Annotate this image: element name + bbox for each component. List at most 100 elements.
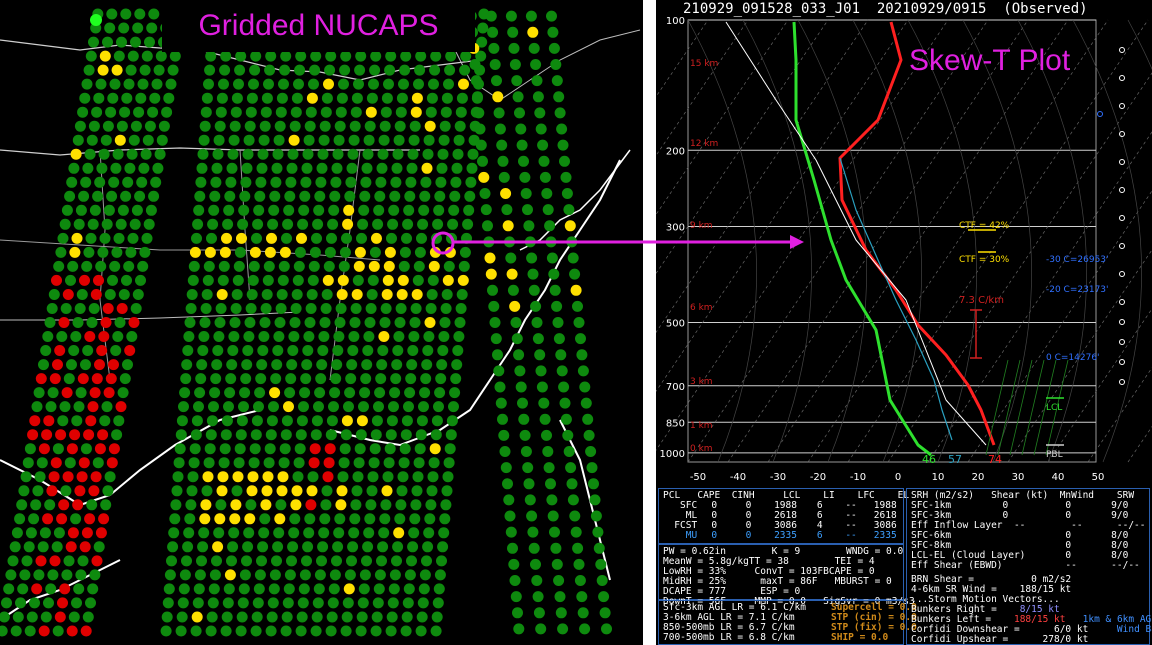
nucaps-point[interactable] — [164, 569, 176, 581]
nucaps-point[interactable] — [250, 429, 262, 441]
nucaps-point[interactable] — [248, 260, 260, 272]
nucaps-point[interactable] — [428, 260, 440, 272]
nucaps-point[interactable] — [313, 401, 324, 413]
nucaps-point[interactable] — [368, 78, 379, 90]
nucaps-point[interactable] — [314, 190, 326, 202]
nucaps-point[interactable] — [546, 252, 558, 264]
nucaps-point[interactable] — [364, 317, 376, 328]
nucaps-point[interactable] — [110, 162, 122, 174]
nucaps-point[interactable] — [422, 541, 434, 553]
nucaps-point[interactable] — [141, 50, 153, 62]
nucaps-point[interactable] — [113, 50, 125, 62]
nucaps-point[interactable] — [100, 134, 112, 146]
nucaps-point[interactable] — [347, 541, 359, 553]
nucaps-point[interactable] — [309, 246, 321, 258]
nucaps-point[interactable] — [399, 246, 411, 258]
nucaps-point[interactable] — [535, 123, 547, 135]
nucaps-point[interactable] — [344, 569, 356, 581]
nucaps-point[interactable] — [590, 510, 602, 522]
nucaps-point[interactable] — [191, 611, 203, 623]
nucaps-point[interactable] — [546, 10, 557, 22]
nucaps-point[interactable] — [201, 289, 213, 300]
nucaps-point[interactable] — [269, 387, 281, 399]
nucaps-point[interactable] — [278, 457, 290, 469]
nucaps-point[interactable] — [115, 401, 127, 413]
nucaps-point[interactable] — [229, 317, 241, 328]
nucaps-point[interactable] — [163, 583, 175, 595]
nucaps-point[interactable] — [389, 569, 401, 581]
nucaps-point[interactable] — [288, 331, 300, 342]
nucaps-point[interactable] — [318, 134, 330, 146]
nucaps-point[interactable] — [339, 246, 351, 258]
nucaps-point[interactable] — [532, 591, 544, 603]
nucaps-point[interactable] — [63, 555, 75, 567]
nucaps-point[interactable] — [154, 148, 166, 160]
nucaps-point[interactable] — [455, 303, 467, 314]
nucaps-point[interactable] — [84, 513, 96, 525]
nucaps-point[interactable] — [298, 204, 310, 216]
nucaps-point[interactable] — [110, 345, 122, 356]
nucaps-point[interactable] — [292, 274, 304, 286]
nucaps-point[interactable] — [413, 260, 425, 272]
nucaps-point[interactable] — [207, 218, 219, 230]
nucaps-point[interactable] — [269, 190, 281, 202]
nucaps-point[interactable] — [388, 204, 400, 216]
nucaps-point[interactable] — [421, 555, 432, 567]
nucaps-point[interactable] — [89, 569, 101, 581]
nucaps-point[interactable] — [531, 317, 543, 328]
nucaps-point[interactable] — [223, 401, 234, 413]
nucaps-point[interactable] — [598, 591, 610, 603]
skewt-panel[interactable]: 100 200 300 500 700 850 1000 15 km 12 km 9 km 6 km… — [656, 0, 1152, 645]
nucaps-point[interactable] — [217, 274, 229, 286]
nucaps-point[interactable] — [549, 526, 560, 538]
nucaps-point[interactable] — [367, 471, 379, 483]
nucaps-point[interactable] — [328, 204, 340, 216]
nucaps-point[interactable] — [74, 120, 86, 132]
nucaps-point[interactable] — [178, 401, 189, 413]
nucaps-point[interactable] — [218, 457, 230, 469]
nucaps-point[interactable] — [276, 92, 288, 104]
nucaps-point[interactable] — [228, 527, 240, 539]
nucaps-point[interactable] — [513, 623, 525, 635]
nucaps-point[interactable] — [426, 289, 438, 300]
nucaps-point[interactable] — [200, 499, 212, 511]
nucaps-point[interactable] — [278, 260, 290, 272]
nucaps-point[interactable] — [20, 471, 32, 483]
nucaps-point[interactable] — [19, 569, 31, 581]
nucaps-point[interactable] — [281, 611, 293, 623]
nucaps-point[interactable] — [437, 148, 449, 160]
nucaps-point[interactable] — [465, 176, 477, 188]
nucaps-point[interactable] — [83, 246, 95, 258]
nucaps-point[interactable] — [496, 139, 508, 151]
nucaps-point[interactable] — [72, 134, 84, 146]
nucaps-point[interactable] — [287, 148, 299, 160]
nucaps-point[interactable] — [340, 429, 352, 441]
nucaps-point[interactable] — [539, 413, 551, 425]
nucaps-point[interactable] — [97, 64, 109, 76]
nucaps-point[interactable] — [318, 527, 330, 539]
nucaps-point[interactable] — [227, 541, 239, 553]
nucaps-point[interactable] — [551, 300, 563, 312]
nucaps-point[interactable] — [456, 92, 468, 104]
nucaps-point[interactable] — [498, 171, 510, 183]
nucaps-point[interactable] — [268, 204, 280, 216]
nucaps-point[interactable] — [35, 555, 47, 567]
nucaps-point[interactable] — [184, 513, 196, 525]
nucaps-point[interactable] — [305, 303, 317, 314]
nucaps-point[interactable] — [68, 611, 80, 623]
nucaps-point[interactable] — [565, 462, 577, 474]
nucaps-point[interactable] — [64, 190, 76, 202]
nucaps-point[interactable] — [147, 106, 159, 118]
nucaps-point[interactable] — [302, 541, 314, 553]
nucaps-point[interactable] — [283, 401, 294, 413]
nucaps-point[interactable] — [553, 575, 565, 586]
nucaps-point[interactable] — [114, 134, 126, 146]
nucaps-point[interactable] — [320, 106, 332, 118]
nucaps-point[interactable] — [105, 106, 117, 118]
nucaps-point[interactable] — [9, 541, 21, 553]
nucaps-point[interactable] — [417, 218, 429, 230]
nucaps-point[interactable] — [340, 625, 352, 637]
nucaps-point[interactable] — [131, 204, 143, 216]
nucaps-point[interactable] — [404, 190, 416, 202]
nucaps-point[interactable] — [59, 218, 71, 230]
